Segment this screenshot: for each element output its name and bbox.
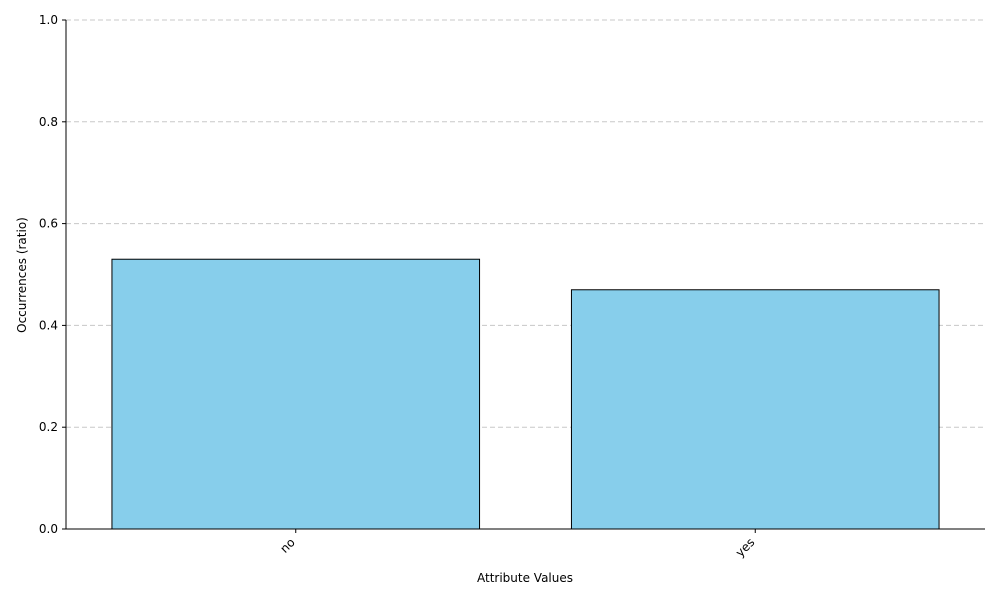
y-tick-label: 0.8 xyxy=(39,115,58,129)
y-tick-label: 0.4 xyxy=(39,318,58,332)
y-axis-label: Occurrences (ratio) xyxy=(15,217,29,333)
x-tick-label: yes xyxy=(733,535,758,560)
bar-no xyxy=(111,258,481,530)
bar-yes xyxy=(570,289,940,530)
bars xyxy=(111,258,940,530)
y-tick-label: 1.0 xyxy=(39,13,58,27)
x-axis-label: Attribute Values xyxy=(477,571,573,585)
x-tick-label: no xyxy=(277,535,297,555)
axes xyxy=(65,20,985,530)
y-tick-label: 0.6 xyxy=(39,217,58,231)
y-tick-label: 0.2 xyxy=(39,420,58,434)
y-tick-label: 0.0 xyxy=(39,522,58,536)
